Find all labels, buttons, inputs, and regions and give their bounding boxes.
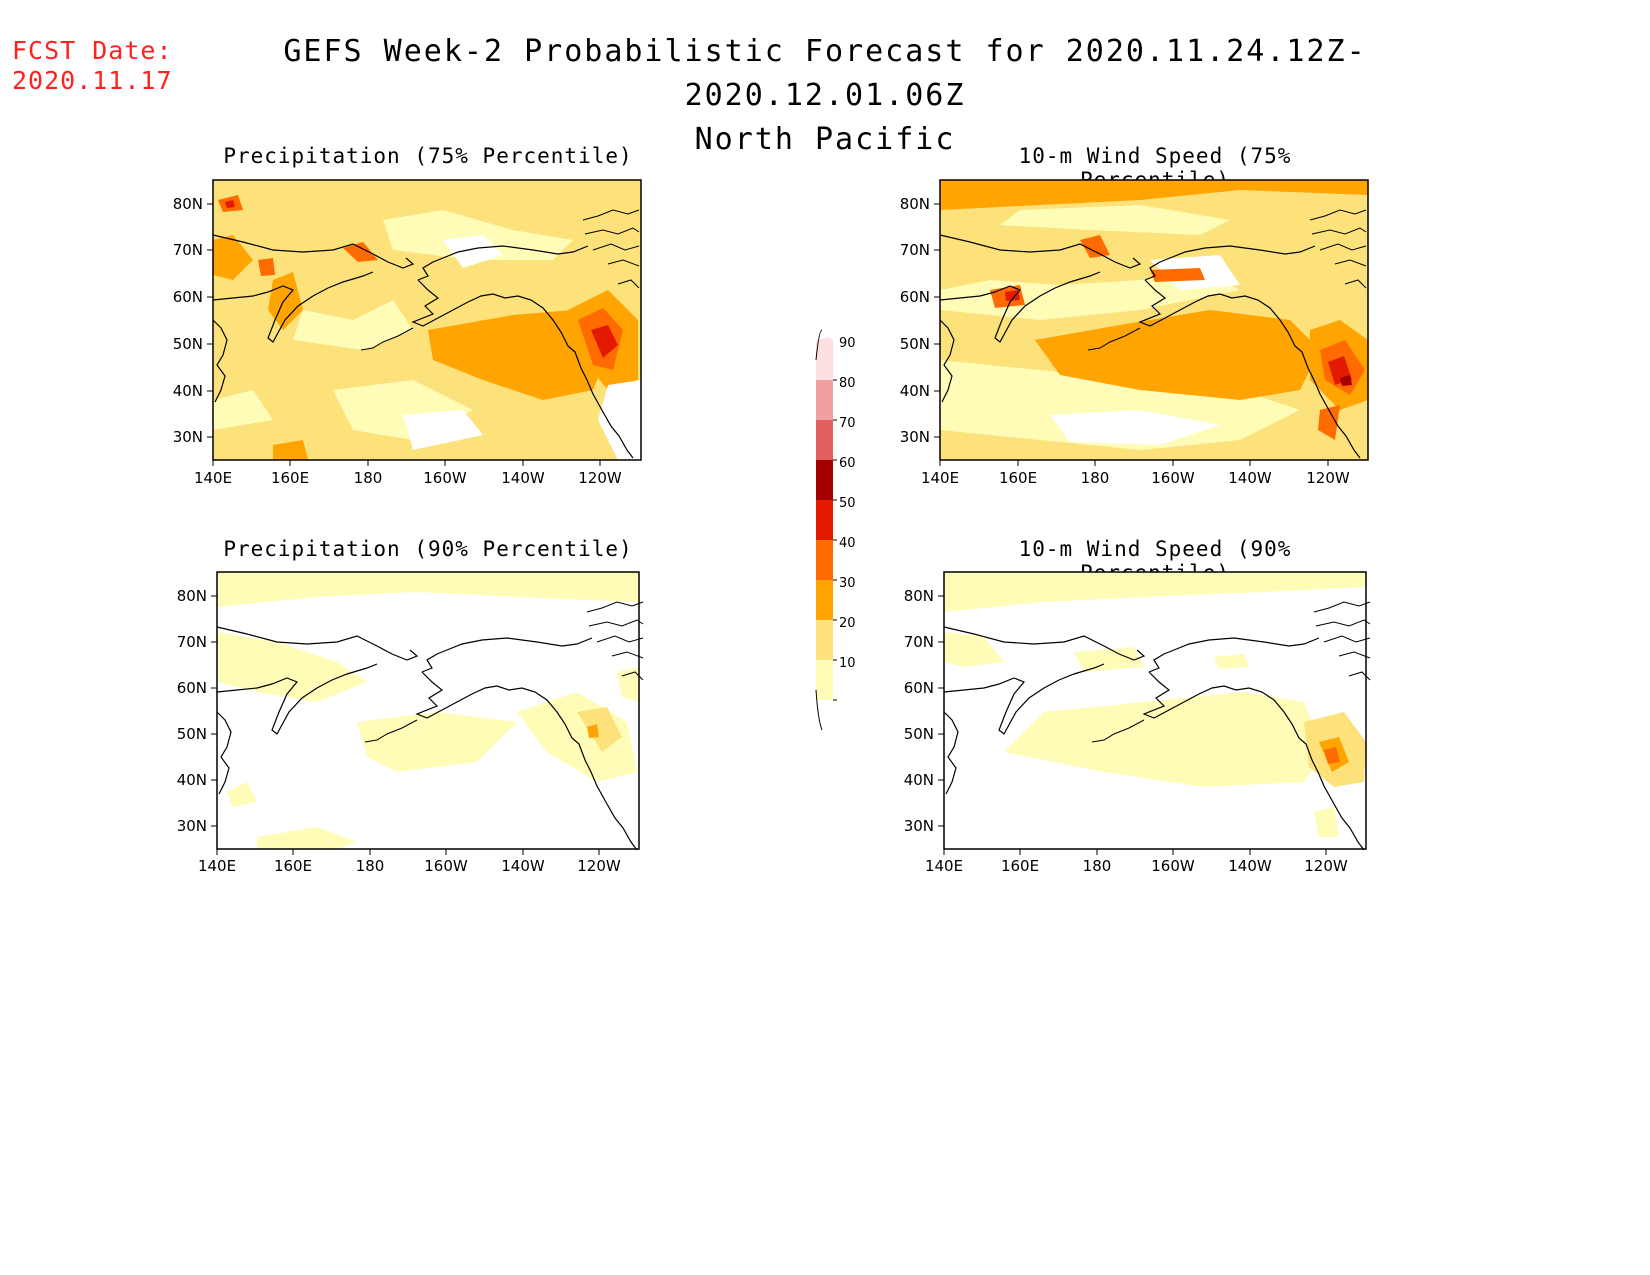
xtick-160e: 160E xyxy=(274,857,312,875)
colorbar-segment xyxy=(816,380,833,420)
xtick-120w: 120W xyxy=(1304,857,1348,875)
ytick-70n: 70N xyxy=(177,633,207,651)
ytick-80n: 80N xyxy=(177,587,207,605)
ytick-60n: 60N xyxy=(904,679,934,697)
axes-precip-75: 140E 160E 180 160W 140W 120W 80N 70N 60N… xyxy=(173,195,622,487)
xtick-140e: 140E xyxy=(198,857,236,875)
ytick-50n: 50N xyxy=(173,335,203,353)
ytick-30n: 30N xyxy=(900,428,930,446)
ytick-60n: 60N xyxy=(173,288,203,306)
map-wind-75 xyxy=(939,179,1369,461)
xtick-160w: 160W xyxy=(1151,469,1195,487)
xtick-160e: 160E xyxy=(1001,857,1039,875)
ytick-80n: 80N xyxy=(173,195,203,213)
axes-wind-75: 140E 160E 180 160W 140W 120W 80N 70N 60N… xyxy=(900,195,1350,487)
colorbar-label: 50 xyxy=(839,496,856,511)
title-line-1: GEFS Week-2 Probabilistic Forecast for 2… xyxy=(283,34,1367,113)
ytick-50n: 50N xyxy=(904,725,934,743)
fcst-label-text: FCST Date: xyxy=(12,36,173,65)
xtick-140w: 140W xyxy=(501,857,545,875)
axes-precip-90: 140E 160E 180 160W 140W 120W 80N 70N 60N… xyxy=(177,587,621,875)
ytick-40n: 40N xyxy=(177,771,207,789)
colorbar-label: 60 xyxy=(839,456,856,471)
colorbar-segment xyxy=(816,540,833,580)
colorbar-segment xyxy=(816,660,833,700)
colorbar-segment xyxy=(816,500,833,540)
colorbar-label: 10 xyxy=(839,656,856,671)
map-precip-90 xyxy=(216,571,644,851)
axes-wind-90: 140E 160E 180 160W 140W 120W 80N 70N 60N… xyxy=(904,587,1348,875)
ytick-80n: 80N xyxy=(900,195,930,213)
map-wind-90 xyxy=(943,571,1371,851)
colorbar-segment xyxy=(816,460,833,500)
colorbar: 10 20 30 40 50 60 70 80 90 xyxy=(815,329,856,731)
xtick-120w: 120W xyxy=(578,469,622,487)
colorbar-label: 40 xyxy=(839,536,856,551)
ytick-30n: 30N xyxy=(904,817,934,835)
colorbar-outline xyxy=(815,329,823,731)
xtick-140w: 140W xyxy=(1228,469,1272,487)
colorbar-label: 90 xyxy=(839,336,856,351)
ytick-30n: 30N xyxy=(173,428,203,446)
ytick-40n: 40N xyxy=(904,771,934,789)
ytick-50n: 50N xyxy=(177,725,207,743)
colorbar-top-cap xyxy=(816,337,833,340)
ytick-40n: 40N xyxy=(173,382,203,400)
title-line-2: North Pacific xyxy=(694,122,956,157)
ytick-70n: 70N xyxy=(900,241,930,259)
xtick-160w: 160W xyxy=(424,857,468,875)
ytick-60n: 60N xyxy=(177,679,207,697)
panel-title-precip-90: Precipitation (90% Percentile) xyxy=(223,537,633,561)
colorbar-segment xyxy=(816,420,833,460)
fcst-date-label: FCST Date: 2020.11.17 xyxy=(12,36,173,96)
xtick-160e: 160E xyxy=(271,469,309,487)
ytick-50n: 50N xyxy=(900,335,930,353)
xtick-140e: 140E xyxy=(921,469,959,487)
xtick-160w: 160W xyxy=(423,469,467,487)
xtick-120w: 120W xyxy=(1306,469,1350,487)
xtick-140w: 140W xyxy=(501,469,545,487)
colorbar-label: 20 xyxy=(839,616,856,631)
xtick-140e: 140E xyxy=(925,857,963,875)
map-precip-75 xyxy=(212,179,642,461)
colorbar-segment xyxy=(816,340,833,380)
colorbar-label: 70 xyxy=(839,416,856,431)
xtick-160e: 160E xyxy=(999,469,1037,487)
xtick-180: 180 xyxy=(1081,469,1110,487)
ytick-80n: 80N xyxy=(904,587,934,605)
xtick-180: 180 xyxy=(1083,857,1112,875)
colorbar-label: 80 xyxy=(839,376,856,391)
xtick-180: 180 xyxy=(354,469,383,487)
colorbar-segment xyxy=(816,620,833,660)
ytick-30n: 30N xyxy=(177,817,207,835)
xtick-180: 180 xyxy=(356,857,385,875)
fcst-date-value: 2020.11.17 xyxy=(12,66,173,95)
ytick-60n: 60N xyxy=(900,288,930,306)
xtick-140e: 140E xyxy=(194,469,232,487)
figure-title: GEFS Week-2 Probabilistic Forecast for 2… xyxy=(190,30,1460,162)
ytick-70n: 70N xyxy=(904,633,934,651)
ytick-70n: 70N xyxy=(173,241,203,259)
xtick-120w: 120W xyxy=(577,857,621,875)
colorbar-label: 30 xyxy=(839,576,856,591)
panel-title-precip-75: Precipitation (75% Percentile) xyxy=(223,144,633,168)
xtick-140w: 140W xyxy=(1228,857,1272,875)
xtick-160w: 160W xyxy=(1151,857,1195,875)
ytick-40n: 40N xyxy=(900,382,930,400)
colorbar-segment xyxy=(816,580,833,620)
